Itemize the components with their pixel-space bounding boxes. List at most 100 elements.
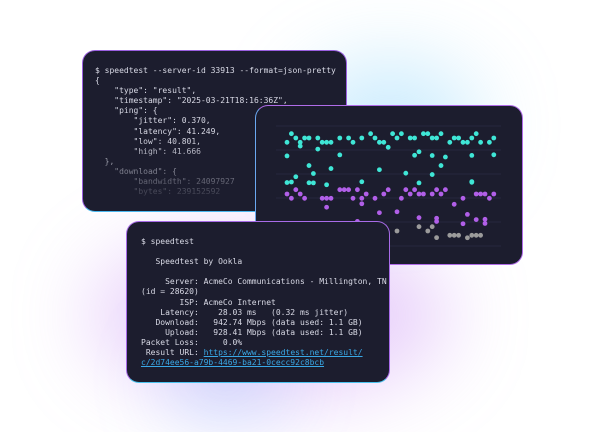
dot-upper <box>306 135 312 141</box>
result-url-link-2[interactable]: c/2d74ee56-a79b-4469-ba21-0cecc92c8bcb <box>141 358 325 368</box>
dot-upper <box>425 131 431 137</box>
json-line: { <box>95 76 100 86</box>
dot-middle <box>293 187 299 193</box>
json-line: $ speedtest --server-id 33913 --format=j… <box>95 66 336 75</box>
cli-line: ISP: AcmeCo Internet <box>179 297 276 307</box>
dot-middle <box>482 221 488 226</box>
dot-upper <box>297 143 303 149</box>
dot-upper <box>324 182 329 188</box>
dot-upper <box>328 166 334 171</box>
dot-middle <box>429 191 435 197</box>
dot-middle <box>473 217 479 223</box>
dot-upper <box>306 163 312 168</box>
dot-lower <box>447 232 453 238</box>
dot-upper <box>416 180 422 186</box>
dot-upper <box>460 139 466 145</box>
cli-terminal-window: $ speedtest Speedtest by Ookla Server: A… <box>126 221 390 383</box>
dot-plot <box>276 125 501 247</box>
dot-middle <box>487 195 492 201</box>
dot-middle <box>478 191 483 197</box>
dot-upper <box>491 152 497 158</box>
json-line: "latency": 41.249, <box>95 126 221 136</box>
dot-middle <box>385 187 391 193</box>
dot-upper <box>438 163 444 168</box>
dot-middle <box>403 187 409 193</box>
dot-middle <box>465 211 470 217</box>
result-url-link-1[interactable]: https://www.speedtest.net/result/ <box>203 348 363 358</box>
json-line: "high": 41.666 <box>95 146 201 156</box>
dot-middle <box>394 209 400 215</box>
dot-middle <box>381 191 387 197</box>
dot-middle <box>350 195 356 201</box>
dot-middle <box>438 191 444 197</box>
dot-upper <box>377 139 382 145</box>
json-line: "type": "result", <box>95 86 197 96</box>
json-line: "low": 40.801, <box>95 136 201 146</box>
dot-upper <box>293 135 299 141</box>
dot-upper <box>443 154 448 160</box>
dot-upper <box>377 167 382 173</box>
dot-middle <box>328 195 334 201</box>
dot-upper <box>416 149 422 155</box>
dot-lower <box>456 232 461 238</box>
dot-middle <box>416 215 422 221</box>
dot-middle <box>363 191 369 197</box>
dot-middle <box>324 195 329 201</box>
dot-upper <box>469 135 475 141</box>
dot-upper <box>324 139 329 145</box>
dot-upper <box>289 131 294 137</box>
dot-upper <box>284 153 290 159</box>
dot-lower <box>434 235 439 241</box>
dot-upper <box>359 179 365 185</box>
command-line: $ speedtest <box>141 237 194 246</box>
dot-upper <box>469 179 475 185</box>
dot-middle <box>377 210 382 216</box>
cli-line: Latency: 28.03 ms (0.32 ms jitter) <box>160 307 349 317</box>
dot-upper <box>368 131 373 137</box>
json-line: "bytes": 239152592 <box>95 187 221 197</box>
json-output: $ speedtest --server-id 33913 --format=j… <box>95 66 336 197</box>
dot-upper <box>315 146 321 152</box>
dot-upper <box>487 139 492 145</box>
dot-middle <box>491 191 497 197</box>
dot-upper <box>473 131 479 137</box>
dot-middle <box>359 201 365 207</box>
dot-upper <box>438 131 444 137</box>
dot-middle <box>324 204 329 210</box>
dot-middle <box>412 187 417 193</box>
dot-lower <box>429 224 435 230</box>
dot-middle <box>399 195 404 201</box>
dot-upper <box>385 144 391 150</box>
dot-upper <box>284 180 290 185</box>
dot-middle <box>460 195 466 201</box>
dot-lower <box>451 232 457 238</box>
dot-upper <box>451 135 457 141</box>
dot-middle <box>434 215 439 221</box>
dot-upper <box>465 139 470 145</box>
cli-output: $ speedtest Speedtest by Ookla Server: A… <box>141 237 387 368</box>
dot-middle <box>434 187 439 193</box>
dot-upper <box>478 139 483 145</box>
dot-middle <box>302 195 307 201</box>
dot-upper <box>328 139 334 145</box>
dot-lower <box>469 232 475 238</box>
dot-upper <box>399 131 404 137</box>
dot-middle <box>341 187 347 193</box>
dot-middle <box>284 191 290 197</box>
cli-line: Download: 942.74 Mbps (data used: 1.1 GB… <box>155 317 363 327</box>
dot-middle <box>451 201 457 207</box>
dot-upper <box>359 135 365 141</box>
dot-middle <box>289 195 294 201</box>
dot-middle <box>482 216 488 222</box>
json-line: "jitter": 0.370, <box>95 116 211 126</box>
result-url-label: Result URL: <box>141 348 204 358</box>
dot-lower <box>473 232 479 238</box>
dot-upper <box>407 135 413 141</box>
dot-upper <box>337 152 343 158</box>
dot-upper <box>421 131 426 137</box>
dot-upper <box>372 135 378 141</box>
dot-upper <box>315 135 321 141</box>
dot-upper <box>346 135 351 141</box>
dot-upper <box>381 139 387 145</box>
dot-upper <box>394 135 400 141</box>
